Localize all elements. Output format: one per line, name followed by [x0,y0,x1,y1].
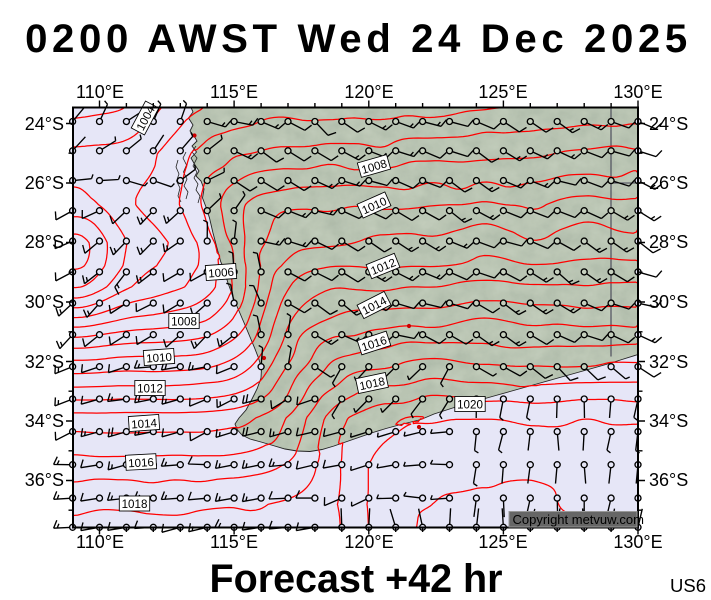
svg-text:130°E: 130°E [613,82,662,102]
svg-text:115°E: 115°E [210,82,258,102]
svg-text:1020: 1020 [457,399,483,412]
svg-text:32°S: 32°S [25,352,64,372]
svg-text:26°S: 26°S [25,173,64,193]
svg-text:24°S: 24°S [649,114,688,134]
svg-text:Forecast +42 hr: Forecast +42 hr [209,557,502,600]
svg-text:115°E: 115°E [210,532,258,552]
svg-text:1014: 1014 [131,417,158,432]
svg-text:130°E: 130°E [613,532,662,552]
svg-text:24°S: 24°S [25,114,64,134]
svg-text:1008: 1008 [171,316,197,329]
svg-text:36°S: 36°S [649,470,688,490]
svg-text:30°S: 30°S [25,292,64,312]
svg-text:1010: 1010 [146,351,173,366]
svg-text:Copyright metvuw.com: Copyright metvuw.com [513,512,645,527]
svg-text:120°E: 120°E [344,82,393,102]
svg-text:120°E: 120°E [344,532,393,552]
svg-text:1012: 1012 [137,383,163,396]
svg-text:110°E: 110°E [76,532,124,552]
svg-text:110°E: 110°E [76,82,124,102]
svg-text:26°S: 26°S [649,173,688,193]
svg-text:125°E: 125°E [478,532,527,552]
svg-text:1006: 1006 [208,266,235,281]
svg-text:30°S: 30°S [649,292,688,312]
svg-text:32°S: 32°S [649,352,688,372]
svg-text:34°S: 34°S [25,411,64,431]
svg-text:0200 AWST Wed 24 Dec 2025: 0200 AWST Wed 24 Dec 2025 [25,16,692,61]
svg-text:36°S: 36°S [25,470,64,490]
svg-text:28°S: 28°S [649,232,688,252]
svg-text:125°E: 125°E [478,82,527,102]
svg-text:34°S: 34°S [649,411,688,431]
svg-text:1018: 1018 [358,375,386,393]
svg-text:1018: 1018 [122,498,148,511]
svg-text:1016: 1016 [128,456,154,470]
svg-text:28°S: 28°S [25,232,64,252]
svg-text:US6: US6 [670,575,706,596]
